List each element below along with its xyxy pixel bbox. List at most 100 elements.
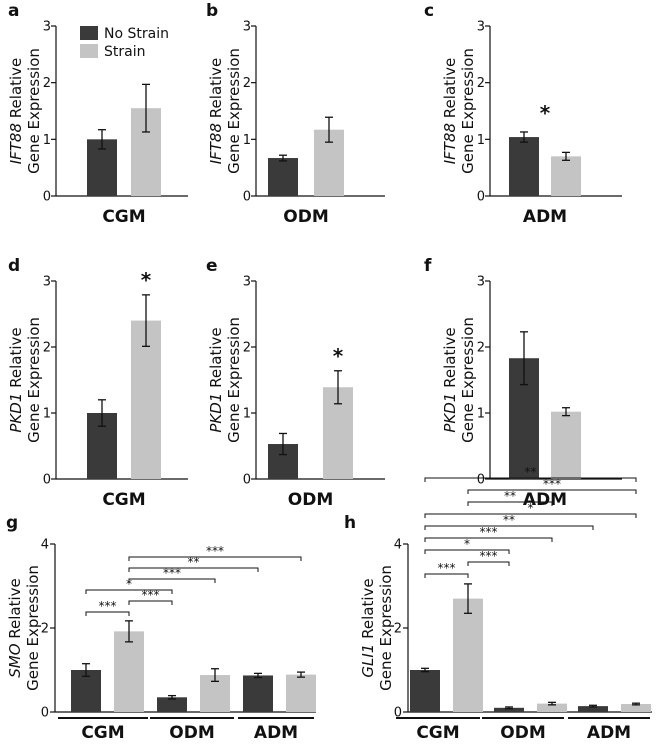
y-axis-title-line2: Gene Expression xyxy=(225,48,243,174)
panel-letter: b xyxy=(206,1,218,21)
y-axis-title-line2: Gene Expression xyxy=(25,317,43,443)
y-tick-label: 0 xyxy=(41,706,49,721)
comparison-label: *** xyxy=(438,561,456,575)
y-tick-label: 0 xyxy=(243,190,251,205)
y-tick-label: 1 xyxy=(43,407,51,422)
y-axis-suffix: Relative xyxy=(7,58,25,123)
panel-b: b 0 1 2 3 IFT88 Relative Gene Expression ODM xyxy=(206,1,385,227)
y-tick-label: 3 xyxy=(477,20,485,35)
y-tick-label: 2 xyxy=(243,76,251,91)
y-axis-suffix: Relative xyxy=(207,327,225,392)
category-label: ADM xyxy=(523,207,567,227)
comparison-bracket xyxy=(128,556,302,561)
panel-letter: d xyxy=(8,256,20,276)
significance-star: * xyxy=(141,268,152,292)
y-tick-label: 2 xyxy=(41,622,49,637)
y-tick-label: 2 xyxy=(477,341,485,356)
bar-strain-adm xyxy=(621,704,651,712)
comparison-bracket xyxy=(424,477,637,482)
y-axis-suffix: Relative xyxy=(7,327,25,392)
panel-letter: g xyxy=(6,513,18,533)
y-tick-label: 2 xyxy=(394,622,402,637)
panel-e: e 0 1 2 3 PKD1 Relative Gene Expression ODM * xyxy=(206,256,385,510)
y-tick-label: 4 xyxy=(41,538,49,553)
panel-letter: a xyxy=(8,1,19,21)
category-label: CGM xyxy=(102,490,145,510)
y-axis-title-line2: Gene Expression xyxy=(377,565,395,691)
comparison-label: ** xyxy=(503,513,515,527)
significance-star: * xyxy=(333,344,344,368)
comparison-bracket xyxy=(467,489,637,494)
panel-c: c 0 1 2 3 IFT88 Relative Gene Expression ADM * xyxy=(424,1,622,227)
comparison-label: *** xyxy=(142,588,160,602)
y-axis-gene: PKD1 xyxy=(441,393,459,433)
category-label: CGM xyxy=(416,723,459,743)
comparison-label: * xyxy=(528,501,534,515)
legend: No Strain Strain xyxy=(80,26,169,60)
bar-strain-cgm xyxy=(453,598,483,712)
y-axis-title: PKD1 Relative xyxy=(207,327,225,432)
y-tick-label: 0 xyxy=(477,190,485,205)
category-label: ODM xyxy=(288,490,333,510)
bar-strain-adm xyxy=(551,411,581,479)
comparison-bracket xyxy=(467,561,510,566)
y-tick-label: 1 xyxy=(477,407,485,422)
comparison-label: * xyxy=(464,537,470,551)
comparison-label: *** xyxy=(543,477,561,491)
y-axis-suffix: Relative xyxy=(359,578,377,643)
bar-no-strain-odm xyxy=(268,158,298,196)
legend-label: Strain xyxy=(104,44,145,60)
comparison-bracket xyxy=(424,525,594,530)
y-axis-gene: IFT88 xyxy=(207,123,225,164)
y-tick-label: 0 xyxy=(477,473,485,488)
comparison-label: ** xyxy=(504,489,516,503)
y-tick-label: 1 xyxy=(43,133,51,148)
y-axis-gene: IFT88 xyxy=(441,123,459,164)
category-label: CGM xyxy=(102,207,145,227)
bar-no-strain-adm xyxy=(509,137,539,196)
y-axis-suffix: Relative xyxy=(6,578,24,643)
panel-letter: c xyxy=(424,1,434,21)
bar-strain-cgm xyxy=(114,631,144,712)
y-tick-label: 3 xyxy=(477,275,485,290)
comparison-bracket xyxy=(424,549,510,554)
legend-label: No Strain xyxy=(104,26,169,42)
comparison-bracket xyxy=(424,573,469,578)
y-tick-label: 1 xyxy=(243,133,251,148)
y-axis-gene: SMO xyxy=(6,643,24,677)
y-tick-label: 2 xyxy=(243,341,251,356)
y-tick-label: 2 xyxy=(43,341,51,356)
y-tick-label: 2 xyxy=(477,76,485,91)
category-label: ADM xyxy=(523,490,567,510)
y-axis-gene: PKD1 xyxy=(207,393,225,433)
y-axis-title: IFT88 Relative xyxy=(207,58,225,165)
comparison-bracket xyxy=(128,600,173,605)
y-axis-suffix: Relative xyxy=(441,327,459,392)
comparison-label: * xyxy=(126,577,132,591)
y-axis-title: PKD1 Relative xyxy=(441,327,459,432)
comparison-label: *** xyxy=(206,544,224,558)
comparison-label: *** xyxy=(99,599,117,613)
panel-letter: h xyxy=(344,513,356,533)
comparison-label: *** xyxy=(480,525,498,539)
y-axis-title-line2: Gene Expression xyxy=(459,317,477,443)
y-axis-title: SMO Relative xyxy=(6,578,24,678)
y-axis-suffix: Relative xyxy=(207,58,225,123)
y-axis-title-line2: Gene Expression xyxy=(459,48,477,174)
comparison-label: ** xyxy=(188,555,200,569)
panel-letter: e xyxy=(206,256,218,276)
y-axis-title: IFT88 Relative xyxy=(441,58,459,165)
y-axis-title: PKD1 Relative xyxy=(7,327,25,432)
y-tick-label: 0 xyxy=(394,706,402,721)
category-label: ADM xyxy=(254,723,298,743)
y-axis-title-line2: Gene Expression xyxy=(25,48,43,174)
y-tick-label: 3 xyxy=(43,20,51,35)
y-tick-label: 0 xyxy=(43,190,51,205)
y-axis-title: GLI1 Relative xyxy=(359,578,377,677)
category-label: ODM xyxy=(169,723,214,743)
bar-strain-adm xyxy=(551,156,581,196)
bar-strain-odm xyxy=(537,703,567,712)
y-axis-title-line2: Gene Expression xyxy=(24,565,42,691)
legend-swatch xyxy=(80,26,98,40)
